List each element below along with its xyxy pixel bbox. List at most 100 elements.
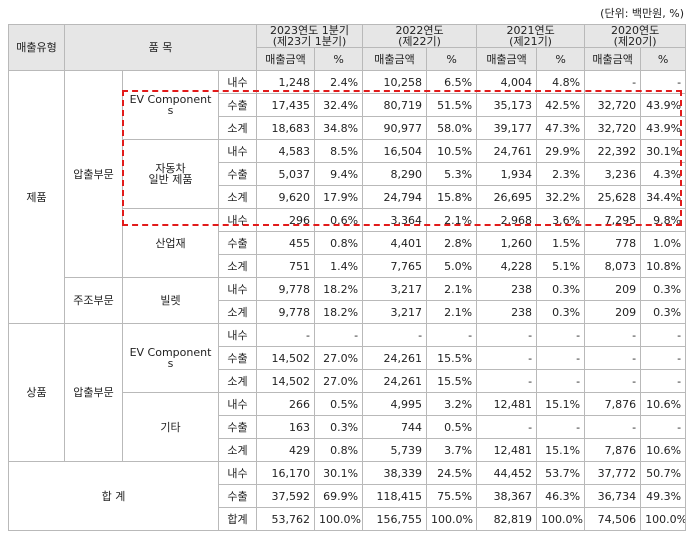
pct-cell: 47.3% <box>536 116 586 140</box>
pct-cell: 18.2% <box>314 277 364 301</box>
amount-cell: - <box>256 323 316 347</box>
pct-cell: 0.3% <box>536 300 586 324</box>
pct-cell: 3.7% <box>426 438 478 462</box>
pct-cell: 30.1% <box>314 461 364 485</box>
sales-type-cell: 상품 <box>8 323 65 462</box>
pct-cell: 18.2% <box>314 300 364 324</box>
sub-label: 내수 <box>217 461 258 485</box>
sub-label: 소계 <box>217 185 258 209</box>
sub-label: 수출 <box>217 162 258 186</box>
unit-note: (단위: 백만원, %) <box>600 7 684 20</box>
amount-cell: - <box>584 415 642 439</box>
pct-cell: 17.9% <box>314 185 364 209</box>
pct-cell: 53.7% <box>536 461 586 485</box>
division-cell: 압출부문 <box>64 70 123 278</box>
amount-cell: 3,217 <box>362 300 428 324</box>
amount-cell: 209 <box>584 277 642 301</box>
amount-cell: 9,778 <box>256 277 316 301</box>
amount-cell: 12,481 <box>476 392 538 416</box>
pct-cell: 42.5% <box>536 93 586 117</box>
table-row: 기타 내수 266 0.5% 4,995 3.2% 12,481 15.1% 7,876 10.6… <box>9 392 687 462</box>
amount-cell: 429 <box>256 438 316 462</box>
pct-cell: 0.3% <box>314 415 364 439</box>
pct-cell: 2.1% <box>426 300 478 324</box>
amount-cell: 24,261 <box>362 369 428 393</box>
amount-cell: 1,934 <box>476 162 538 186</box>
pct-cell: 5.1% <box>536 254 586 278</box>
amount-cell: 9,620 <box>256 185 316 209</box>
division-cell: 압출부문 <box>64 323 123 462</box>
pct-cell: - <box>536 323 586 347</box>
pct-cell: 4.8% <box>536 70 586 94</box>
header-pct: % <box>640 47 687 71</box>
pct-cell: 0.3% <box>640 277 687 301</box>
amount-cell: 751 <box>256 254 316 278</box>
item-cell: EV Components <box>122 70 219 140</box>
amount-cell: 26,695 <box>476 185 538 209</box>
amount-cell: 24,261 <box>362 346 428 370</box>
header-period: 2020연도 (제20기) <box>584 24 687 48</box>
pct-cell: 69.9% <box>314 484 364 508</box>
amount-cell: 744 <box>362 415 428 439</box>
amount-cell: 36,734 <box>584 484 642 508</box>
pct-cell: 15.1% <box>536 438 586 462</box>
pct-cell: 43.9% <box>640 93 687 117</box>
amount-cell: 18,683 <box>256 116 316 140</box>
pct-cell: 0.3% <box>536 277 586 301</box>
pct-cell: 2.4% <box>314 70 364 94</box>
amount-cell: 5,037 <box>256 162 316 186</box>
sub-label: 내수 <box>217 208 258 232</box>
header-period: 2023연도 1분기 (제23기 1분기) <box>256 24 364 48</box>
sub-label: 소계 <box>217 116 258 140</box>
amount-cell: 8,073 <box>584 254 642 278</box>
pct-cell: 50.7% <box>640 461 687 485</box>
amount-cell: 39,177 <box>476 116 538 140</box>
pct-cell: 24.5% <box>426 461 478 485</box>
pct-cell: 43.9% <box>640 116 687 140</box>
amount-cell: 238 <box>476 277 538 301</box>
pct-cell: 5.3% <box>426 162 478 186</box>
pct-cell: 100.0% <box>536 507 586 531</box>
amount-cell: 35,173 <box>476 93 538 117</box>
amount-cell: 32,720 <box>584 116 642 140</box>
pct-cell: 3.6% <box>536 208 586 232</box>
amount-cell: - <box>584 346 642 370</box>
pct-cell: 32.2% <box>536 185 586 209</box>
amount-cell: 16,504 <box>362 139 428 163</box>
sub-label: 수출 <box>217 93 258 117</box>
sales-table: 매출유형 품 목 2023연도 1분기 (제23기 1분기) 2022연도 (제22… <box>8 24 687 531</box>
pct-cell: 27.0% <box>314 346 364 370</box>
amount-cell: 1,260 <box>476 231 538 255</box>
amount-cell: 238 <box>476 300 538 324</box>
amount-cell: 24,761 <box>476 139 538 163</box>
amount-cell: - <box>476 415 538 439</box>
amount-cell: 8,290 <box>362 162 428 186</box>
amount-cell: 5,739 <box>362 438 428 462</box>
pct-cell: 10.6% <box>640 438 687 462</box>
pct-cell: 9.4% <box>314 162 364 186</box>
amount-cell: 25,628 <box>584 185 642 209</box>
pct-cell: 10.8% <box>640 254 687 278</box>
header-period: 2021연도 (제21기) <box>476 24 586 48</box>
pct-cell: 15.5% <box>426 369 478 393</box>
pct-cell: - <box>536 415 586 439</box>
amount-cell: 80,719 <box>362 93 428 117</box>
sub-label: 수출 <box>217 346 258 370</box>
table-row: 수출 163 0.3% 744 0.5% - - - - <box>9 415 687 439</box>
sub-label: 내수 <box>217 323 258 347</box>
sub-label: 소계 <box>217 300 258 324</box>
pct-cell: 8.5% <box>314 139 364 163</box>
amount-cell: 1,248 <box>256 70 316 94</box>
pct-cell: 1.0% <box>640 231 687 255</box>
pct-cell: 2.1% <box>426 208 478 232</box>
pct-cell: 0.8% <box>314 231 364 255</box>
header-amount: 매출금액 <box>584 47 642 71</box>
table-row: 소계 18,683 34.8% 90,977 58.0% 39,177 47.3% 32,72… <box>9 116 687 140</box>
table-row: 수출 5,037 9.4% 8,290 5.3% 1,934 2.3% 3,236 4.3% <box>9 162 687 186</box>
amount-cell: 4,401 <box>362 231 428 255</box>
pct-cell: 32.4% <box>314 93 364 117</box>
pct-cell: 10.5% <box>426 139 478 163</box>
pct-cell: - <box>640 415 687 439</box>
amount-cell: 9,778 <box>256 300 316 324</box>
total-label: 합 계 <box>8 461 219 531</box>
